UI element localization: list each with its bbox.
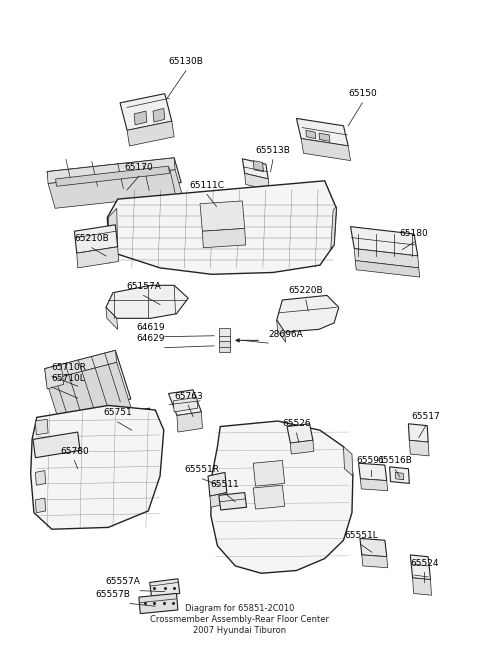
Polygon shape bbox=[108, 181, 336, 274]
Polygon shape bbox=[36, 419, 48, 435]
Polygon shape bbox=[408, 424, 428, 442]
Text: 65210B: 65210B bbox=[74, 234, 109, 243]
Polygon shape bbox=[253, 460, 285, 486]
Text: 65591: 65591 bbox=[356, 456, 385, 465]
Polygon shape bbox=[350, 227, 418, 256]
Text: 64619: 64619 bbox=[136, 323, 165, 332]
Polygon shape bbox=[74, 225, 118, 253]
Polygon shape bbox=[242, 159, 268, 179]
Polygon shape bbox=[344, 447, 353, 476]
Text: 65220B: 65220B bbox=[288, 286, 323, 295]
Text: Diagram for 65851-2C010: Diagram for 65851-2C010 bbox=[185, 604, 295, 612]
Polygon shape bbox=[116, 426, 154, 441]
Text: 65551R: 65551R bbox=[185, 465, 220, 474]
Polygon shape bbox=[47, 158, 181, 196]
Polygon shape bbox=[290, 440, 314, 454]
Text: 65526: 65526 bbox=[282, 419, 311, 428]
Polygon shape bbox=[203, 229, 246, 248]
Polygon shape bbox=[139, 593, 178, 614]
Polygon shape bbox=[362, 555, 388, 568]
Polygon shape bbox=[31, 405, 164, 529]
Text: 65130B: 65130B bbox=[168, 57, 204, 66]
Text: 65170: 65170 bbox=[124, 162, 153, 172]
Polygon shape bbox=[173, 397, 198, 412]
Bar bbox=[219, 328, 229, 343]
Polygon shape bbox=[150, 579, 180, 597]
Polygon shape bbox=[177, 412, 203, 432]
Polygon shape bbox=[45, 364, 63, 389]
Polygon shape bbox=[113, 408, 153, 431]
Text: 65557B: 65557B bbox=[95, 590, 130, 599]
Polygon shape bbox=[153, 108, 165, 122]
Polygon shape bbox=[395, 472, 404, 479]
Text: 65511: 65511 bbox=[211, 480, 240, 489]
Text: 65551L: 65551L bbox=[345, 531, 378, 540]
Polygon shape bbox=[77, 247, 119, 268]
Text: 65150: 65150 bbox=[348, 89, 377, 98]
Polygon shape bbox=[120, 94, 172, 130]
Polygon shape bbox=[56, 166, 169, 186]
Polygon shape bbox=[319, 133, 330, 141]
Polygon shape bbox=[208, 472, 227, 496]
Polygon shape bbox=[410, 555, 431, 580]
Polygon shape bbox=[253, 160, 264, 172]
Polygon shape bbox=[33, 432, 80, 458]
Polygon shape bbox=[276, 295, 339, 332]
Polygon shape bbox=[390, 467, 409, 483]
Text: 2007 Hyundai Tiburon: 2007 Hyundai Tiburon bbox=[193, 626, 287, 635]
Polygon shape bbox=[354, 249, 419, 268]
Polygon shape bbox=[331, 206, 336, 249]
Text: 65763: 65763 bbox=[174, 392, 203, 401]
Text: 65517: 65517 bbox=[411, 412, 440, 421]
Polygon shape bbox=[245, 174, 269, 190]
Text: 65180: 65180 bbox=[400, 229, 429, 238]
Polygon shape bbox=[45, 350, 131, 417]
Text: 28696A: 28696A bbox=[268, 329, 303, 339]
Polygon shape bbox=[108, 208, 118, 263]
Polygon shape bbox=[36, 470, 46, 485]
Polygon shape bbox=[168, 390, 202, 415]
Polygon shape bbox=[45, 350, 117, 381]
Polygon shape bbox=[47, 158, 175, 183]
Text: 65557A: 65557A bbox=[106, 577, 140, 586]
Polygon shape bbox=[276, 320, 286, 342]
Text: 65710R: 65710R bbox=[52, 362, 87, 371]
Text: 64629: 64629 bbox=[136, 334, 165, 343]
Polygon shape bbox=[106, 286, 188, 318]
Polygon shape bbox=[359, 463, 387, 481]
Text: 65516B: 65516B bbox=[378, 456, 413, 465]
Polygon shape bbox=[46, 362, 132, 428]
Polygon shape bbox=[211, 421, 353, 573]
Polygon shape bbox=[301, 139, 350, 160]
Polygon shape bbox=[48, 170, 182, 208]
Text: 65710L: 65710L bbox=[52, 373, 85, 383]
Polygon shape bbox=[200, 201, 245, 231]
Polygon shape bbox=[360, 538, 387, 557]
Polygon shape bbox=[253, 485, 285, 509]
Text: 65524: 65524 bbox=[410, 559, 439, 568]
Polygon shape bbox=[127, 121, 174, 146]
Polygon shape bbox=[297, 119, 348, 146]
Text: 65111C: 65111C bbox=[190, 181, 225, 190]
Text: 65513B: 65513B bbox=[255, 146, 290, 155]
Polygon shape bbox=[306, 130, 316, 139]
Polygon shape bbox=[210, 493, 228, 507]
Polygon shape bbox=[287, 424, 313, 443]
Polygon shape bbox=[134, 111, 147, 125]
Polygon shape bbox=[355, 261, 420, 277]
Bar bbox=[219, 341, 229, 352]
Text: 65780: 65780 bbox=[60, 447, 89, 456]
Text: Crossmember Assembly-Rear Floor Center: Crossmember Assembly-Rear Floor Center bbox=[151, 614, 329, 624]
Text: 65157A: 65157A bbox=[126, 282, 161, 291]
Text: 65751: 65751 bbox=[103, 408, 132, 417]
Polygon shape bbox=[219, 493, 247, 510]
Polygon shape bbox=[36, 498, 46, 513]
Polygon shape bbox=[106, 307, 118, 329]
Polygon shape bbox=[409, 440, 429, 456]
Polygon shape bbox=[413, 578, 432, 595]
Polygon shape bbox=[360, 479, 388, 491]
